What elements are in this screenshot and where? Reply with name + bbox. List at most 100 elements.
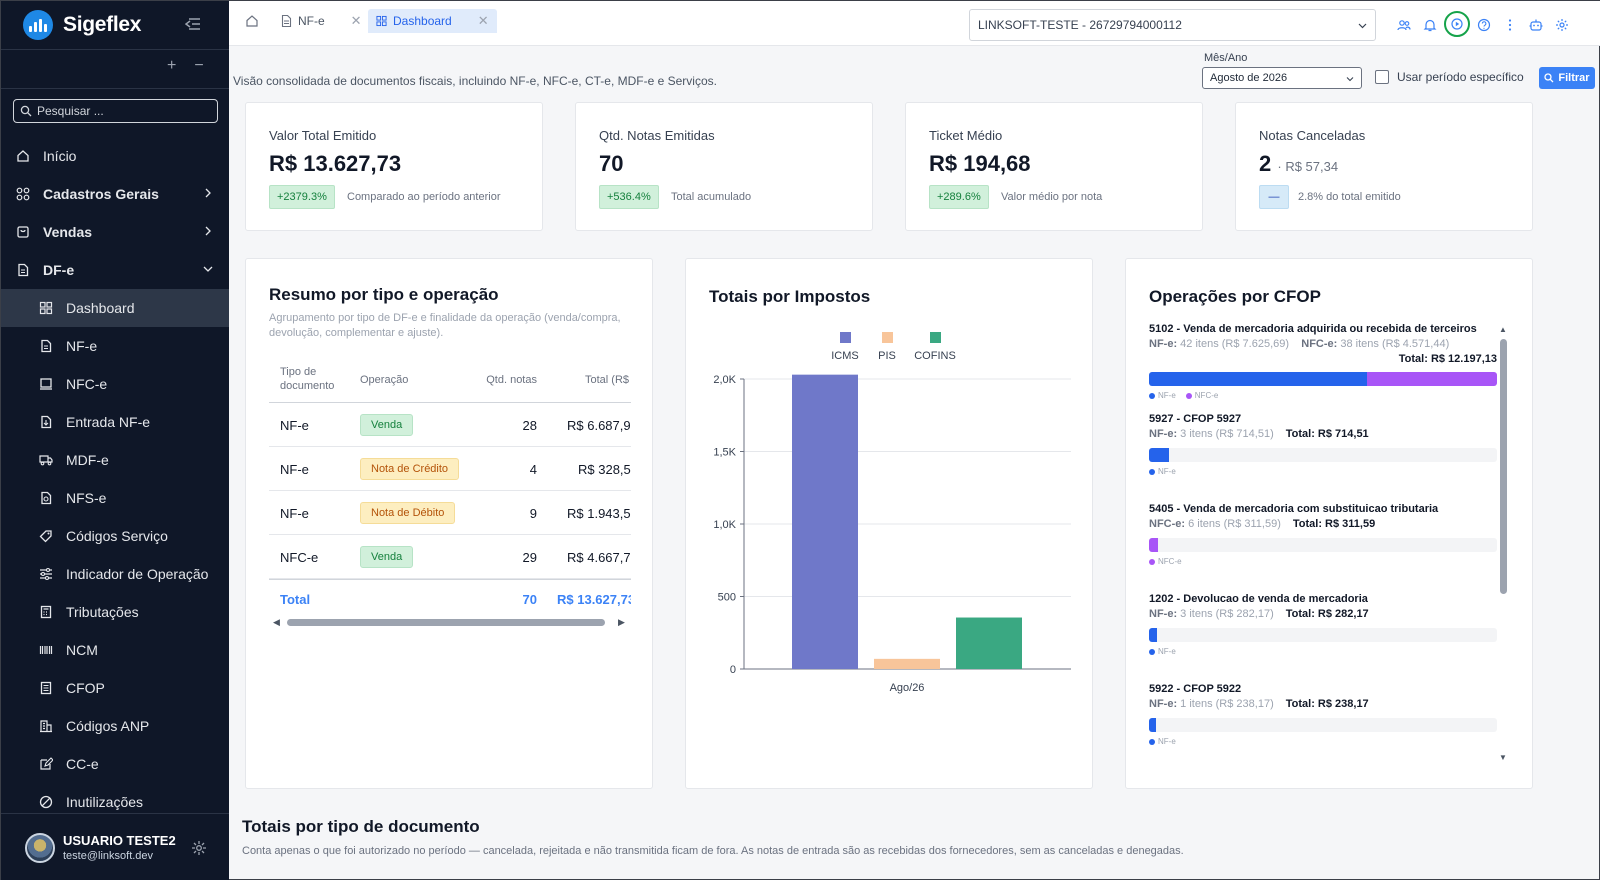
sidebar-item-codigos-servico[interactable]: Códigos Serviço (1, 517, 229, 555)
avatar (25, 832, 55, 863)
sidebar-item-nfse[interactable]: NFS-e (1, 479, 229, 517)
sidebar-item-cfop[interactable]: CFOP (1, 669, 229, 707)
table-row[interactable]: NFC-e Venda 29 R$ 4.667,73 (269, 535, 631, 579)
tab-label: Dashboard (393, 14, 452, 28)
brand[interactable]: Sigeflex (1, 1, 229, 49)
sidebar-item-vendas[interactable]: Vendas (1, 213, 229, 251)
legend-swatch (930, 332, 941, 343)
scrollbar-thumb[interactable] (1500, 339, 1507, 594)
sidebar-item-tributacoes[interactable]: Tributações (1, 593, 229, 631)
total-label: Total (280, 592, 311, 607)
home-tab-icon[interactable] (245, 14, 259, 28)
table-header: Tipo de documento Operação Qtd. notas To… (269, 359, 631, 403)
cfop-subtitle: NFC-e: 6 itens (R$ 311,59) Total: R$ 311,… (1149, 518, 1497, 530)
help-icon[interactable] (1472, 14, 1496, 36)
cfop-vertical-scrollbar[interactable]: ▲ ▼ (1498, 325, 1508, 762)
dashboard-icon (39, 301, 53, 315)
cfop-legend: NF-e (1149, 467, 1497, 476)
sidebar-item-mdfe[interactable]: MDF-e (1, 441, 229, 479)
expand-all-icon[interactable]: + (167, 57, 177, 74)
cfop-title: 5405 - Venda de mercadoria com substitui… (1149, 503, 1439, 515)
table-row[interactable]: NF-e Venda 28 R$ 6.687,96 (269, 403, 631, 447)
company-select-value: LINKSOFT-TESTE - 26729794000112 (978, 18, 1182, 32)
specific-period-toggle[interactable]: Usar período específico (1375, 70, 1524, 84)
cfop-title: 5922 - CFOP 5922 (1149, 683, 1242, 695)
kpi-value: 2 · R$ 57,34 (1259, 151, 1338, 177)
sidebar-item-inutilizacoes[interactable]: Inutilizações (1, 783, 229, 821)
sidebar-item-label: Cadastros Gerais (43, 186, 159, 202)
cfop-item[interactable]: 1202 - Devolucao de venda de mercadoria N… (1149, 593, 1497, 683)
user-settings-icon[interactable] (191, 840, 207, 856)
tab-nfe[interactable]: NF-e ✕ (273, 9, 370, 33)
scroll-right-icon[interactable]: ▶ (618, 617, 625, 627)
cfop-nfe-label: NF-e: (1149, 698, 1178, 710)
sidebar-item-dfe[interactable]: DF-e (1, 251, 229, 289)
sidebar-search-input[interactable] (37, 104, 207, 118)
section-title: Totais por tipo de documento (242, 817, 480, 836)
table-row[interactable]: NF-e Nota de Crédito 4 R$ 328,51 (269, 447, 631, 491)
kpi-title: Ticket Médio (929, 128, 1003, 143)
cfop-total: Total: R$ 311,59 (1292, 518, 1376, 530)
cfop-item[interactable]: 5922 - CFOP 5922 NF-e: 1 itens (R$ 238,17… (1149, 683, 1497, 763)
sidebar-item-inicio[interactable]: Início (1, 137, 229, 175)
kpi-value: R$ 13.627,73 (269, 151, 402, 176)
scroll-left-icon[interactable]: ◀ (273, 617, 280, 627)
scroll-up-icon[interactable]: ▲ (1499, 325, 1507, 334)
table-horizontal-scrollbar[interactable]: ◀ ▶ (273, 617, 628, 627)
more-vertical-icon[interactable] (1498, 14, 1522, 36)
col-header-total: Total (R$ (585, 374, 630, 386)
kpi-card-valor-total: Valor Total Emitido R$ 13.627,73 +2379.3… (245, 102, 543, 231)
chevron-right-icon (205, 188, 211, 198)
file-search-icon (39, 491, 53, 505)
robot-icon[interactable] (1524, 14, 1548, 36)
period-label: Mês/Ano (1204, 52, 1248, 64)
scroll-down-icon[interactable]: ▼ (1499, 753, 1507, 762)
cfop-item[interactable]: 5927 - CFOP 5927 NF-e: 3 itens (R$ 714,51… (1149, 413, 1497, 503)
bell-icon[interactable] (1418, 14, 1442, 36)
legend-label: ICMS (831, 350, 859, 362)
col-header-qtd: Qtd. notas (486, 374, 537, 386)
filter-button[interactable]: Filtrar (1539, 67, 1595, 89)
kpi-note: 2.8% do total emitido (1298, 191, 1401, 203)
sidebar-item-cce[interactable]: CC-e (1, 745, 229, 783)
cfop-item[interactable]: 5102 - Venda de mercadoria adquirida ou … (1149, 323, 1497, 413)
document-icon (16, 263, 30, 277)
operation-badge: Venda (360, 546, 414, 568)
sidebar-item-nfce[interactable]: NFC-e (1, 365, 229, 403)
close-tab-icon[interactable]: ✕ (477, 13, 489, 28)
table-row[interactable]: NF-e Nota de Débito 9 R$ 1.943,53 (269, 491, 631, 535)
scrollbar-thumb[interactable] (287, 619, 605, 626)
sidebar-item-cadastros-gerais[interactable]: Cadastros Gerais (1, 175, 229, 213)
period-select[interactable]: Agosto de 2026 (1202, 67, 1362, 89)
users-icon[interactable] (1392, 14, 1416, 36)
panel-description: Agrupamento por tipo de DF-e e finalidad… (269, 312, 621, 339)
tab-label: NF-e (298, 14, 325, 28)
legend-nfce: NFC-e (1149, 557, 1182, 566)
chevron-down-icon (203, 266, 213, 272)
sidebar-item-dashboard[interactable]: Dashboard (1, 289, 229, 327)
cfop-nfe-label: NF-e: (1149, 428, 1178, 440)
sidebar-item-label: CFOP (66, 680, 105, 696)
cfop-nfe-detail: 42 itens (R$ 7.625,69) (1180, 338, 1290, 350)
close-tab-icon[interactable]: ✕ (350, 13, 362, 28)
sidebar-item-ncm[interactable]: NCM (1, 631, 229, 669)
company-select[interactable]: LINKSOFT-TESTE - 26729794000112 (969, 9, 1376, 41)
user-profile[interactable]: USUARIO TESTE2 teste@linksoft.dev (1, 813, 229, 880)
kpi-value-number: 2 (1259, 151, 1272, 176)
cfop-subtitle: NF-e: 3 itens (R$ 282,17) Total: R$ 282,1… (1149, 608, 1497, 620)
sidebar-item-indicador-operacao[interactable]: Indicador de Operação (1, 555, 229, 593)
sidebar-item-label: Início (43, 148, 77, 164)
kpi-note: Valor médio por nota (1001, 191, 1103, 203)
kpi-note: Total acumulado (671, 191, 752, 203)
sidebar-item-codigos-anp[interactable]: Códigos ANP (1, 707, 229, 745)
specific-period-checkbox[interactable] (1375, 70, 1389, 84)
play-circle-icon[interactable] (1444, 11, 1470, 37)
cfop-item[interactable]: 5405 - Venda de mercadoria com substitui… (1149, 503, 1497, 593)
settings-icon[interactable] (1550, 14, 1574, 36)
sidebar-item-nfe[interactable]: NF-e (1, 327, 229, 365)
sidebar-item-entrada-nfe[interactable]: Entrada NF-e (1, 403, 229, 441)
collapse-all-icon[interactable]: − (194, 57, 204, 74)
tab-dashboard[interactable]: Dashboard ✕ (368, 9, 497, 33)
sidebar-collapse-icon[interactable] (185, 17, 201, 31)
y-tick-label: 1,0K (713, 519, 736, 531)
